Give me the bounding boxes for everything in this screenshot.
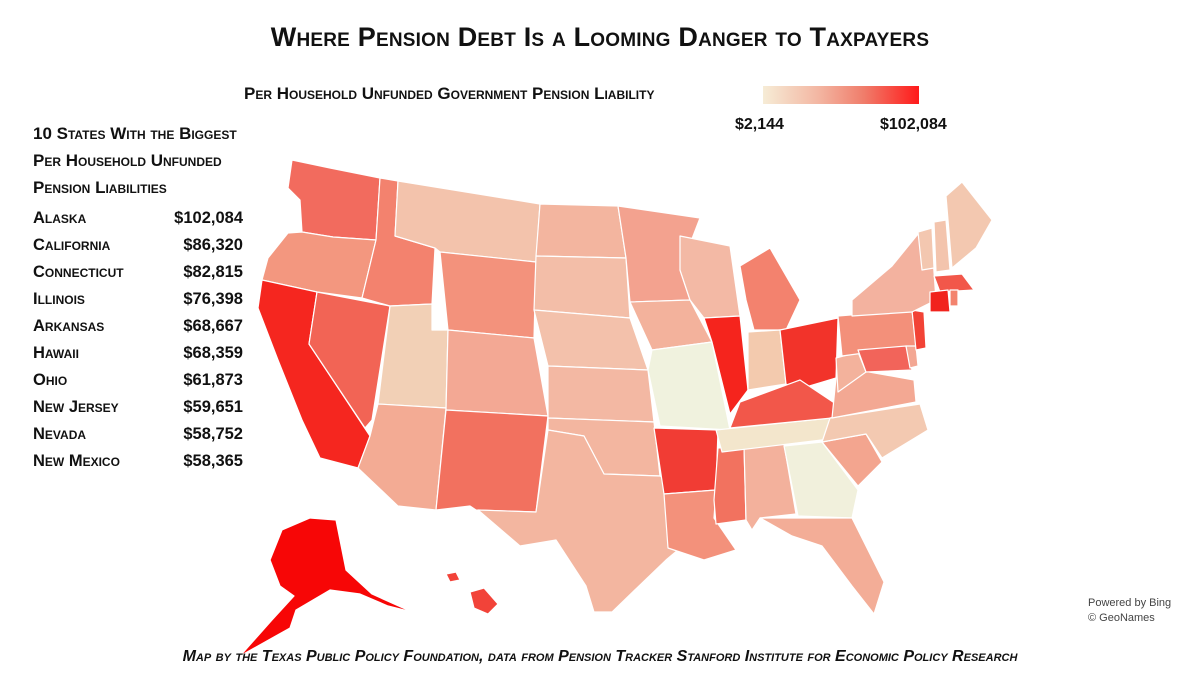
top10-state: Nevada (33, 425, 87, 443)
state-arizona (357, 403, 447, 511)
state-south-dakota (533, 255, 631, 319)
state-nevada (308, 291, 391, 429)
legend-min-label: $2,144 (735, 116, 784, 133)
top10-row: New Jersey $59,651 (33, 398, 243, 425)
state-rhode-island (949, 289, 959, 307)
legend-color-scale (763, 86, 919, 104)
top10-row: Illinois $76,398 (33, 290, 243, 317)
top10-value: $68,359 (183, 344, 243, 362)
state-hawaii (469, 587, 499, 615)
top10-value: $86,320 (183, 236, 243, 254)
top10-state: Ohio (33, 371, 68, 389)
top10-value: $59,651 (183, 398, 243, 416)
state-wyoming (439, 251, 537, 339)
state-michigan (739, 247, 801, 331)
state-new-jersey (911, 309, 927, 351)
state-new-mexico (435, 409, 549, 513)
top10-row: Arkansas $68,667 (33, 317, 243, 344)
geonames-credit-line: © GeoNames (1088, 612, 1155, 624)
state-ohio (779, 317, 839, 391)
top10-row: Alaska $102,084 (33, 209, 243, 236)
state-georgia (783, 441, 859, 519)
state-maine (945, 181, 993, 269)
state-utah (377, 303, 449, 409)
state-vermont (917, 227, 935, 271)
state-illinois (703, 315, 749, 415)
top10-state: Alaska (33, 209, 87, 227)
state-indiana (747, 329, 787, 391)
top10-value: $58,752 (183, 425, 243, 443)
state-massachusetts (933, 273, 975, 293)
state-missouri (647, 341, 731, 431)
footer-source: Map by the Texas Public Policy Foundatio… (182, 648, 1018, 665)
top10-value: $58,365 (183, 452, 243, 470)
state-arkansas (653, 427, 719, 495)
top10-row: Nevada $58,752 (33, 425, 243, 452)
state-florida (759, 517, 885, 615)
state-mississippi (713, 445, 747, 525)
state-washington (287, 159, 381, 241)
state-colorado (445, 329, 549, 417)
top10-value: $61,873 (183, 371, 243, 389)
state-new-hampshire (933, 219, 951, 273)
top10-state: Hawaii (33, 344, 79, 362)
top10-state: California (33, 236, 111, 254)
top10-state: New Jersey (33, 398, 119, 416)
state-hawaii-islet (445, 571, 461, 583)
state-alaska (239, 517, 413, 657)
state-connecticut (929, 289, 951, 313)
top10-row: New Mexico $58,365 (33, 452, 243, 479)
state-kansas (547, 365, 655, 423)
top10-state: Arkansas (33, 317, 105, 335)
top10-state: Illinois (33, 290, 85, 308)
bing-credit: Powered by Bing © GeoNames (1088, 596, 1171, 626)
state-north-dakota (535, 203, 627, 259)
top10-row: Connecticut $82,815 (33, 263, 243, 290)
top10-value: $102,084 (174, 209, 243, 227)
state-texas (477, 429, 693, 613)
top10-state: Connecticut (33, 263, 124, 281)
top10-title-line: 10 States With the Biggest (33, 124, 237, 143)
top10-state: New Mexico (33, 452, 120, 470)
state-nebraska (533, 309, 649, 371)
top10-value: $76,398 (183, 290, 243, 308)
top10-value: $68,667 (183, 317, 243, 335)
state-maryland (857, 345, 913, 373)
top10-row: Hawaii $68,359 (33, 344, 243, 371)
state-delaware (905, 345, 919, 369)
top10-list: Alaska $102,084 California $86,320 Connect… (33, 209, 243, 479)
top10-row: California $86,320 (33, 236, 243, 263)
legend-max-label: $102,084 (880, 116, 947, 133)
chart-title: Where Pension Debt Is a Looming Danger t… (270, 22, 930, 52)
top10-row: Ohio $61,873 (33, 371, 243, 398)
bing-credit-line: Powered by Bing (1088, 597, 1172, 609)
top10-title-line: Pension Liabilities (33, 178, 167, 197)
state-north-carolina (821, 403, 929, 459)
state-new-york (851, 233, 937, 317)
top10-title: 10 States With the Biggest Per Household… (33, 120, 293, 201)
top10-title-line: Per Household Unfunded (33, 151, 222, 170)
top10-value: $82,815 (183, 263, 243, 281)
legend-title: Per Household Unfunded Government Pensio… (244, 84, 655, 103)
